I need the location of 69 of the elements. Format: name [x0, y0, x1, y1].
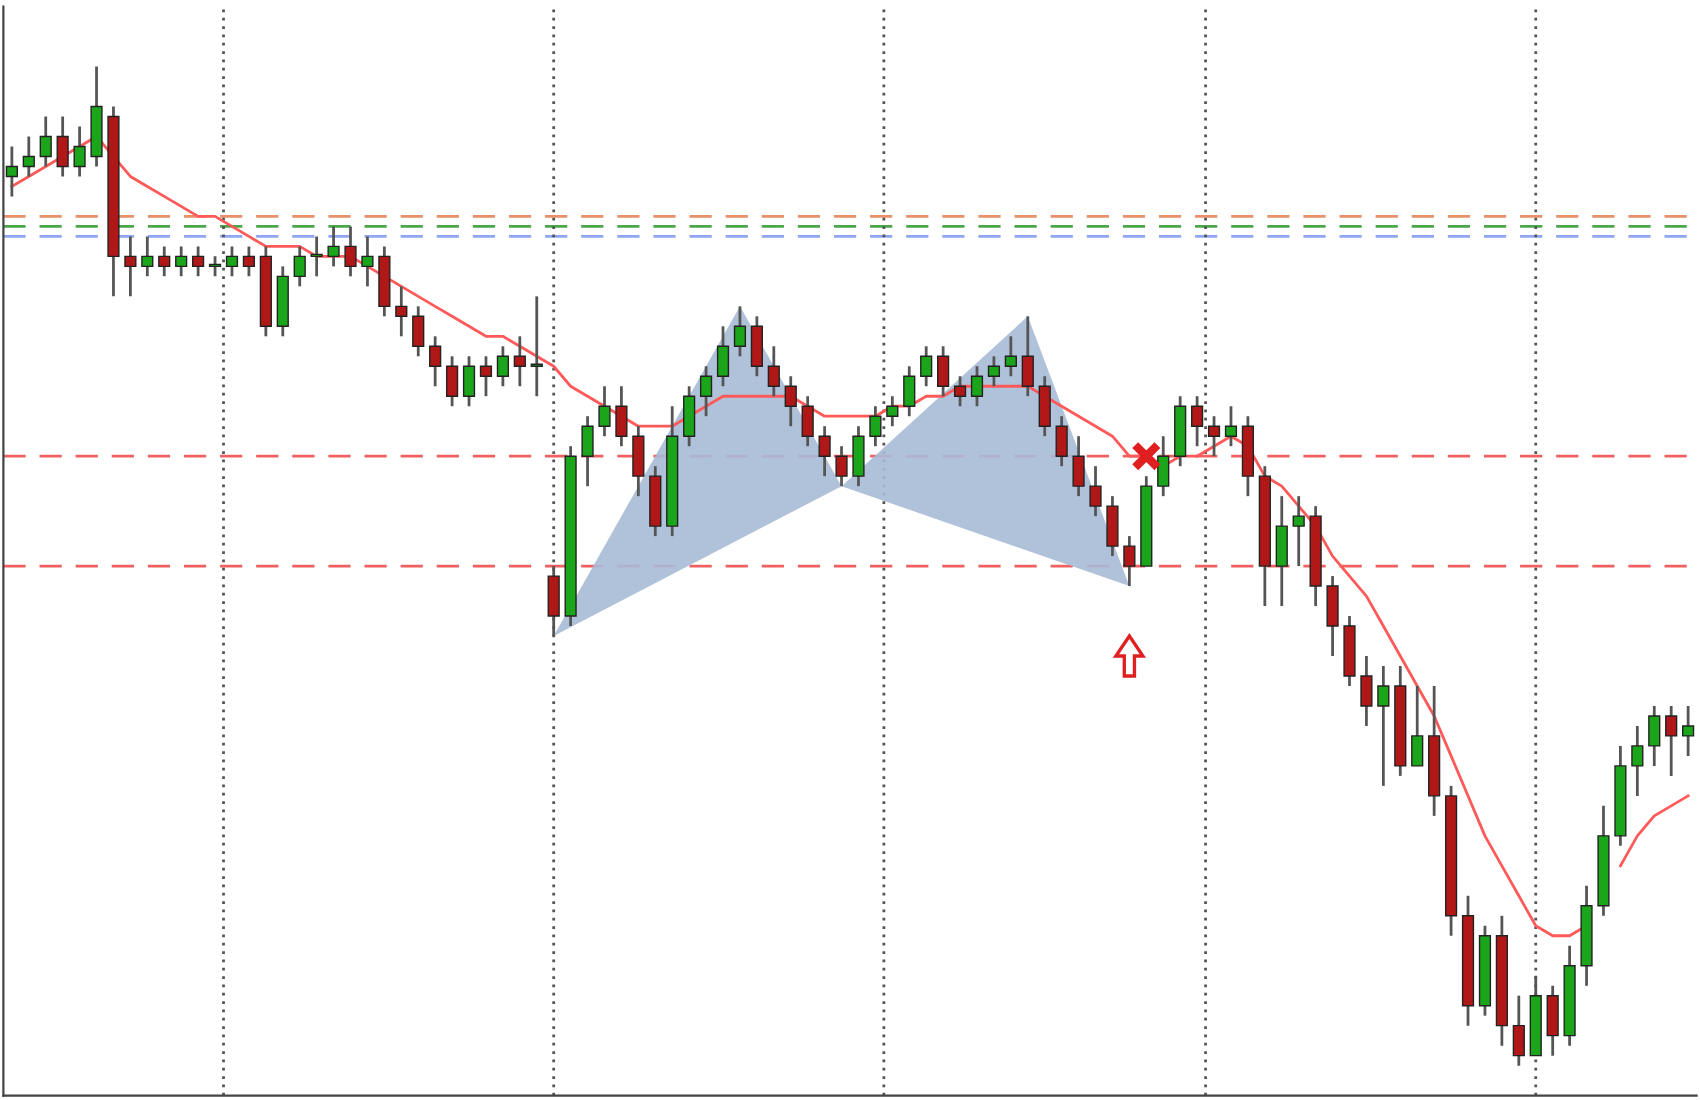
candlestick [801, 394, 814, 448]
candlestick [733, 304, 747, 358]
candlestick [310, 235, 323, 278]
candlestick [920, 344, 933, 388]
candlestick [903, 364, 916, 418]
candlestick [496, 344, 510, 388]
candlestick [1106, 494, 1119, 558]
candlestick [158, 244, 171, 278]
candlestick [1631, 724, 1644, 798]
candlestick [208, 254, 222, 278]
candlestick [1360, 654, 1373, 728]
candlestick [1224, 404, 1238, 448]
candlestick [598, 384, 611, 438]
candlestick [429, 334, 442, 388]
candlestick [937, 344, 950, 398]
candlestick [1072, 434, 1085, 498]
candlestick [395, 284, 408, 338]
candlestick [1682, 704, 1695, 758]
candlestick [1157, 434, 1170, 498]
candlestick [818, 424, 831, 478]
candlestick [175, 244, 188, 278]
candlestick [22, 135, 35, 178]
candlestick [445, 354, 459, 408]
candlestick [750, 314, 763, 378]
candlestick [361, 235, 374, 288]
candlestick [344, 225, 357, 278]
candlestick [412, 304, 425, 358]
candlestick [192, 244, 205, 278]
candlestick [1512, 994, 1525, 1068]
candlestick [141, 235, 154, 278]
candlestick [242, 244, 256, 278]
candlestick [953, 374, 967, 408]
candlestick [767, 344, 780, 398]
candlestick [581, 414, 594, 488]
candlestick [699, 364, 713, 418]
candlestick [615, 384, 628, 448]
candlestick [462, 354, 476, 408]
candlestick [56, 115, 69, 178]
candlestick [1275, 494, 1288, 608]
candlestick [1648, 704, 1661, 768]
candlestick [1055, 414, 1068, 468]
candlestick [1665, 704, 1678, 778]
candlestick [1377, 664, 1390, 788]
candlestick [39, 115, 52, 168]
candlestick [970, 364, 984, 408]
candlestick [1021, 314, 1034, 398]
candlestick [683, 384, 696, 448]
candlestick [293, 244, 306, 288]
candlestick [1004, 334, 1017, 378]
candlestick [327, 225, 340, 268]
candlestick [124, 235, 137, 298]
candlestick [716, 324, 730, 388]
candlestick [1038, 374, 1051, 438]
candlestick [1292, 494, 1305, 568]
candlestick [1411, 684, 1424, 768]
candlestick [479, 354, 493, 398]
candlestick [530, 294, 543, 398]
candlestick [1089, 464, 1102, 518]
candlestick [784, 374, 797, 428]
candlestick [1326, 574, 1339, 658]
candlestick [987, 354, 1001, 388]
candlestick [73, 125, 86, 178]
candlestick [632, 424, 645, 498]
candlestick [5, 145, 18, 198]
candlestick [1546, 984, 1559, 1058]
candlestick [852, 424, 865, 488]
candlestick [1123, 534, 1136, 588]
candlestick [835, 444, 848, 488]
candlestick [513, 334, 526, 388]
